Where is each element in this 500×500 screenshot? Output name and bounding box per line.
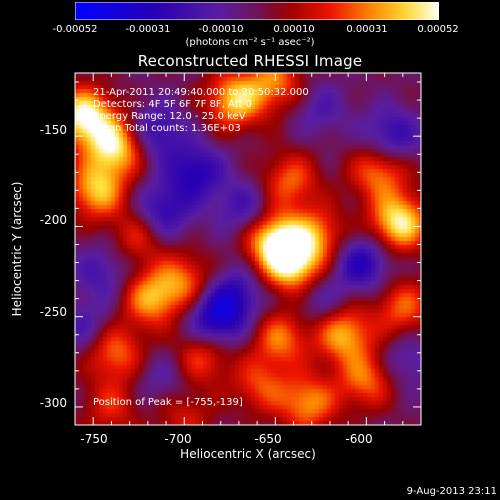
x-tick-label: -750 bbox=[80, 432, 108, 446]
y-tick-label: -300 bbox=[39, 396, 67, 410]
colorbar-tick-label: 0.00052 bbox=[417, 24, 459, 35]
footer-date: 9-Aug-2013 23:11 bbox=[406, 486, 497, 497]
colorbar-tick-label: 0.00031 bbox=[346, 24, 388, 35]
x-tick-label: -600 bbox=[345, 432, 373, 446]
chart-title: Reconstructed RHESSI Image bbox=[137, 52, 363, 70]
annotation-time-range: 21-Apr-2011 20:49:40.000 to 20:50:32.000 bbox=[93, 87, 309, 98]
x-axis-label: Heliocentric X (arcsec) bbox=[180, 447, 316, 461]
annotation-detectors: Detectors: 4F 5F 6F 7F 8F, Att 0 bbox=[93, 99, 253, 110]
y-axis-label: Heliocentric Y (arcsec) bbox=[10, 181, 24, 317]
colorbar-tick-label: -0.00010 bbox=[198, 24, 244, 35]
x-tick-label: -700 bbox=[164, 432, 192, 446]
colorbar-tick-label: 0.00010 bbox=[273, 24, 315, 35]
y-tick-label: -150 bbox=[39, 123, 67, 137]
colorbar-units: (photons cm⁻² s⁻¹ asec⁻²) bbox=[185, 37, 315, 48]
peak-position-label: Position of Peak = [-755,-139] bbox=[93, 397, 243, 408]
annotation-clean-counts: Clean Total counts: 1.36E+03 bbox=[93, 123, 241, 134]
x-tick-label: -650 bbox=[254, 432, 282, 446]
colorbar-tick-label: -0.00031 bbox=[125, 24, 171, 35]
colorbar bbox=[75, 2, 439, 20]
y-tick-label: -200 bbox=[39, 213, 67, 227]
annotation-energy-range: Energy Range: 12.0 - 25.0 keV bbox=[93, 111, 246, 122]
colorbar-tick-label: -0.00052 bbox=[52, 24, 98, 35]
y-tick-label: -250 bbox=[39, 305, 67, 319]
